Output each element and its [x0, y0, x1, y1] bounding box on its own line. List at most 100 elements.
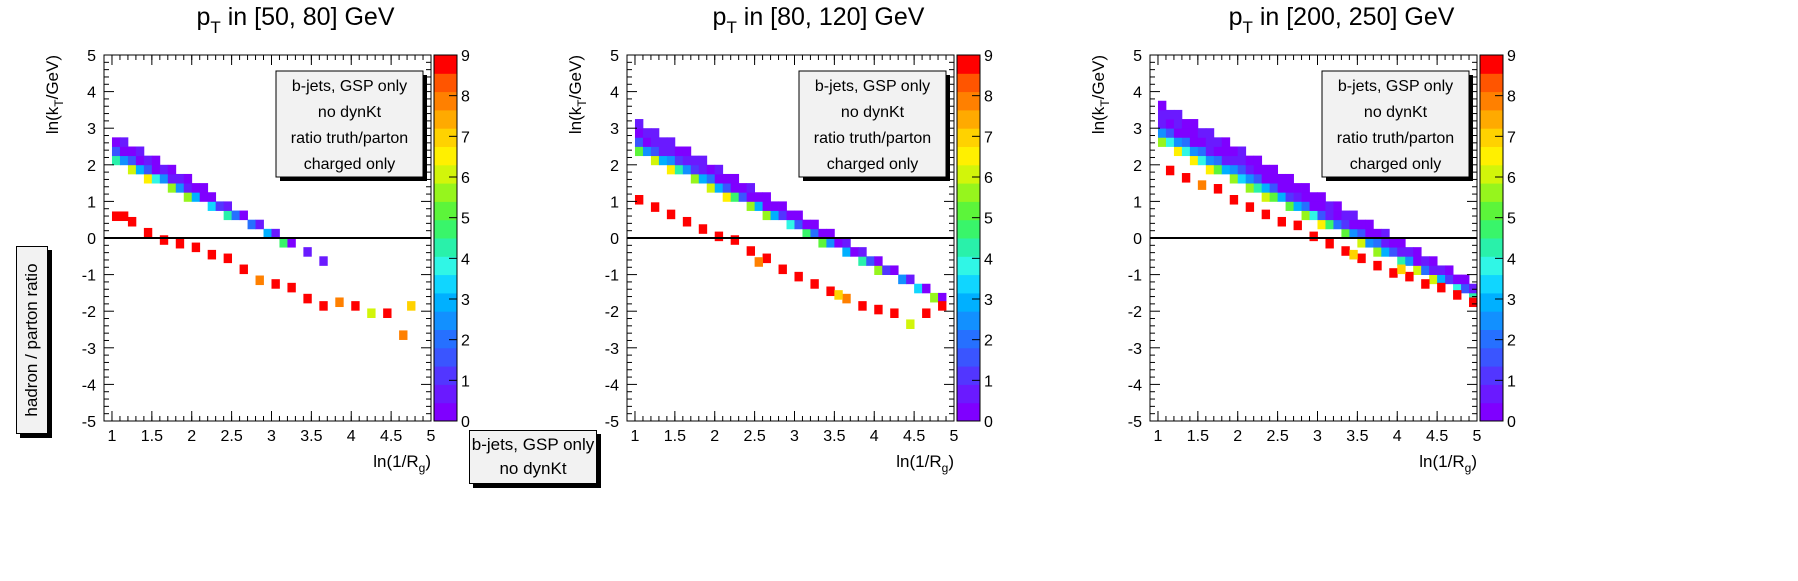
heatmap-cell — [1245, 173, 1255, 184]
heatmap-cell — [666, 164, 676, 175]
heatmap-cell — [714, 183, 724, 193]
color-bar-tick-label: 3 — [984, 292, 993, 309]
y-tick-label: 4 — [1133, 85, 1142, 102]
heatmap-cell — [255, 275, 264, 286]
heatmap-cell — [818, 238, 827, 248]
heatmap-cell — [1413, 256, 1422, 266]
heatmap-cell — [1237, 164, 1247, 175]
y-tick-label: 2 — [610, 158, 619, 175]
heatmap-cell — [191, 192, 201, 202]
color-bar-segment — [1480, 55, 1503, 74]
legend-line: ratio truth/parton — [291, 130, 408, 147]
heatmap-cell — [802, 219, 811, 230]
heatmap-cell — [778, 201, 787, 211]
legend-background — [1321, 70, 1470, 178]
y-tick-label: 3 — [1133, 121, 1142, 138]
heatmap-cell — [1429, 274, 1438, 285]
heatmap-cell — [922, 308, 931, 319]
legend-box: b-jets, GSP only no dynKt ratio truth/part… — [798, 70, 950, 181]
color-bar-segment — [1480, 73, 1503, 93]
heatmap-cell — [666, 137, 676, 147]
x-tick-label: 3.5 — [1346, 428, 1368, 445]
heatmap-cell — [399, 330, 408, 340]
x-tick-label: 2 — [187, 428, 196, 445]
heatmap-cell — [1189, 128, 1199, 138]
color-bar-segment — [434, 366, 457, 385]
heatmap-cell — [1253, 173, 1263, 184]
heatmap-cell — [407, 301, 416, 311]
heatmap-cell — [191, 183, 201, 193]
heatmap-cell — [1221, 146, 1231, 157]
heatmap-cell — [143, 155, 153, 166]
x-tick-label: 5 — [1473, 428, 1482, 445]
x-tick-label: 4 — [347, 428, 356, 445]
heatmap-cell — [722, 192, 732, 202]
color-bar-segment — [957, 274, 980, 294]
color-bar-segment — [957, 146, 980, 166]
color-bar-segment — [957, 292, 980, 312]
heatmap-cell — [1213, 155, 1223, 166]
heatmap-cell — [223, 210, 233, 221]
heatmap-cell — [1349, 210, 1358, 221]
heatmap-cell — [698, 155, 708, 166]
heatmap-cell — [658, 155, 668, 166]
heatmap-cell — [858, 301, 867, 311]
color-bar-segment — [1480, 347, 1503, 367]
heatmap-cell — [1205, 137, 1215, 147]
color-bar: 0 1 2 3 4 5 6 7 8 9 — [956, 48, 993, 431]
y-tick-label: 1 — [1133, 194, 1142, 211]
heatmap-cell — [199, 183, 209, 193]
heatmap-cell — [1173, 119, 1183, 129]
heatmap-cell — [1189, 155, 1199, 166]
heatmap-cell — [255, 219, 264, 230]
heatmap-cell — [1317, 201, 1326, 211]
heatmap-cell — [890, 308, 899, 319]
color-bar-tick-label: 6 — [1507, 170, 1516, 187]
heatmap-cell — [1461, 274, 1470, 285]
heatmap-cell — [303, 293, 312, 304]
heatmap-cell — [1453, 274, 1462, 285]
side-label-box: hadron / parton ratio — [16, 246, 48, 434]
heatmap-cell — [1173, 146, 1183, 157]
heatmap-cell — [1317, 210, 1326, 221]
legend-background — [798, 70, 947, 178]
color-bar-segment — [957, 201, 980, 221]
heatmap-cell — [746, 246, 756, 256]
y-axis-label: ln(kT/GeV) — [566, 55, 589, 134]
heatmap-cell — [1173, 128, 1183, 138]
heatmap-cell — [1325, 238, 1334, 249]
heatmap-cell — [1397, 238, 1406, 248]
heatmap-cell — [666, 146, 676, 157]
heatmap-cell — [111, 146, 121, 157]
color-bar-segment — [434, 55, 457, 74]
heatmap-cell — [874, 304, 883, 315]
heatmap-cell — [1229, 155, 1239, 166]
color-bar-segment — [1480, 292, 1503, 312]
heatmap-cell — [1213, 184, 1223, 194]
heatmap-cells — [634, 119, 947, 329]
heatmap-cell — [1349, 249, 1358, 260]
heatmap-cell — [634, 194, 644, 205]
heatmap-cell — [666, 155, 676, 166]
heatmap-cell — [167, 173, 177, 184]
color-bar-segment — [434, 91, 457, 111]
heatmap-cell — [762, 210, 771, 221]
heatmap-cell — [690, 164, 700, 175]
color-bar-tick-label: 8 — [984, 89, 993, 106]
heatmap-cell — [1173, 137, 1183, 147]
heatmap-cell — [1277, 173, 1286, 184]
heatmap-cell — [1461, 283, 1470, 294]
heatmap-cell — [1341, 228, 1350, 239]
heatmap-cell — [1309, 201, 1318, 211]
heatmap-cell — [1237, 155, 1247, 166]
heatmap-cell — [143, 164, 153, 175]
color-bar-segment — [957, 183, 980, 202]
heatmap-cell — [714, 173, 724, 184]
heatmap-cell — [1285, 192, 1294, 202]
color-bar-tick-label: 8 — [1507, 89, 1516, 106]
heatmap-cell — [279, 238, 288, 248]
heatmap-cell — [1197, 180, 1207, 190]
heatmap-cell — [151, 164, 161, 175]
heatmap-cell — [1293, 220, 1302, 231]
heatmap-cell — [223, 201, 233, 211]
